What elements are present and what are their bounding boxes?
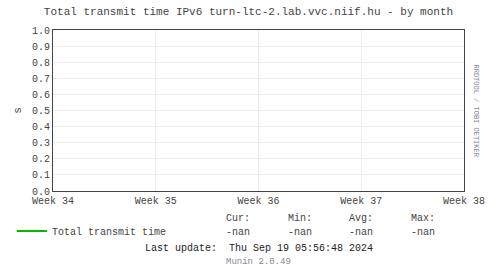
svg-text:-nan: -nan: [349, 227, 373, 238]
svg-text:Last update: Thu Sep 19 05:56: Last update: Thu Sep 19 05:56:48 2024: [145, 243, 373, 254]
svg-text:Week 34: Week 34: [32, 196, 74, 207]
svg-text:0.1: 0.1: [32, 170, 50, 181]
svg-text:Cur:: Cur:: [226, 213, 250, 224]
svg-text:Total transmit time IPv6 turn-: Total transmit time IPv6 turn-ltc-2.lab.…: [44, 6, 453, 18]
svg-text:0.6: 0.6: [32, 90, 50, 101]
svg-text:Week 38: Week 38: [443, 196, 485, 207]
svg-text:0.2: 0.2: [32, 154, 50, 165]
svg-text:Week 36: Week 36: [237, 196, 279, 207]
svg-text:-nan: -nan: [288, 227, 312, 238]
svg-text:s: s: [12, 107, 24, 114]
svg-text:0.3: 0.3: [32, 138, 50, 149]
svg-text:0.5: 0.5: [32, 106, 50, 117]
svg-text:Max:: Max:: [411, 213, 435, 224]
svg-text:0.4: 0.4: [32, 122, 50, 133]
svg-text:Avg:: Avg:: [349, 213, 373, 224]
svg-text:Munin 2.0.49: Munin 2.0.49: [226, 257, 291, 267]
svg-text:0.0: 0.0: [32, 187, 50, 198]
svg-text:0.8: 0.8: [32, 58, 50, 69]
svg-text:0.9: 0.9: [32, 42, 50, 53]
svg-text:-nan: -nan: [226, 227, 250, 238]
svg-text:Min:: Min:: [288, 213, 312, 224]
svg-text:0.7: 0.7: [32, 74, 50, 85]
svg-text:Total transmit time: Total transmit time: [52, 227, 166, 238]
svg-text:Week 35: Week 35: [135, 196, 177, 207]
svg-text:-nan: -nan: [411, 227, 435, 238]
svg-text:1.0: 1.0: [32, 26, 50, 37]
svg-text:Week 37: Week 37: [340, 196, 382, 207]
svg-text:RRDTOOL / TOBI OETIKER: RRDTOOL / TOBI OETIKER: [472, 65, 480, 158]
